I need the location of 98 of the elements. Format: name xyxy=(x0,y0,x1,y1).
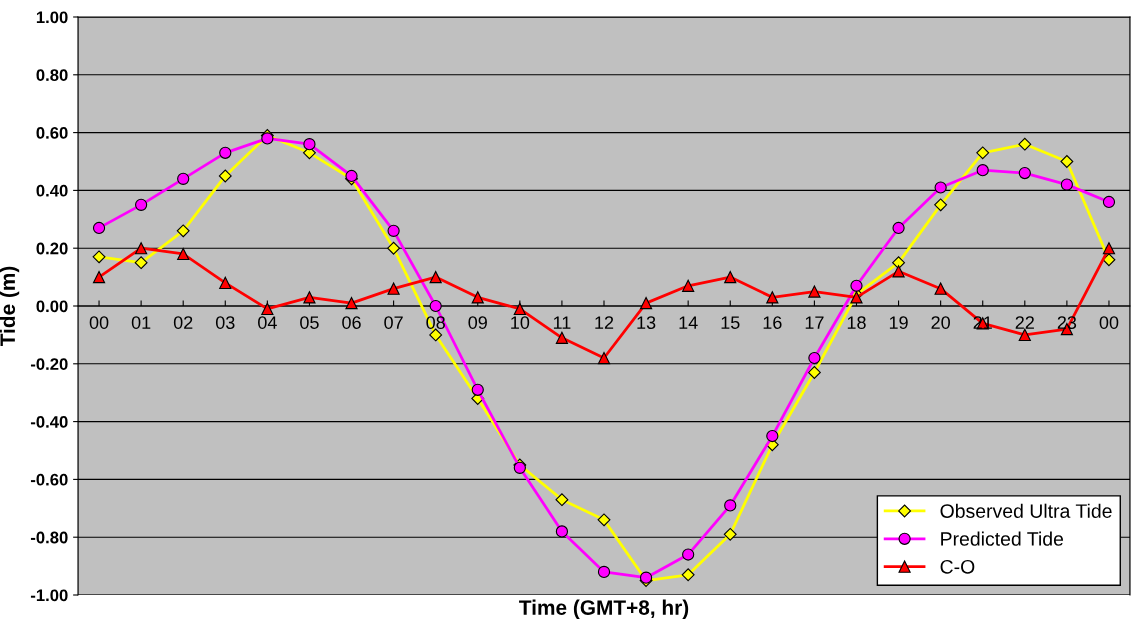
point xyxy=(555,493,569,507)
x-tick-label: 16 xyxy=(763,316,782,329)
point xyxy=(429,270,442,284)
x-tick-label: 01 xyxy=(131,316,151,329)
point xyxy=(892,221,905,235)
point xyxy=(219,146,232,159)
point xyxy=(807,366,821,379)
x-tick-label: 19 xyxy=(889,316,908,329)
point xyxy=(766,429,779,443)
point xyxy=(92,270,106,284)
point xyxy=(934,198,948,212)
point xyxy=(513,302,526,316)
y-tick-label: -0.80 xyxy=(30,531,68,544)
point xyxy=(135,242,148,255)
point xyxy=(1018,166,1031,180)
point xyxy=(934,181,947,194)
point xyxy=(429,328,443,342)
point xyxy=(429,299,442,313)
point xyxy=(303,138,316,151)
x-tick-label: 11 xyxy=(553,316,571,329)
x-tick-label: 18 xyxy=(847,316,866,329)
point xyxy=(724,499,737,512)
point xyxy=(808,351,821,365)
x-tick-label: 04 xyxy=(258,316,277,329)
point xyxy=(261,302,274,316)
y-tick-label: -1.00 xyxy=(30,589,68,602)
y-tick-label: -0.40 xyxy=(30,416,68,428)
legend-label: Observed Ultra Tide xyxy=(940,503,1112,518)
x-tick-label: 13 xyxy=(637,316,656,329)
x-tick-label: 07 xyxy=(384,316,403,329)
point xyxy=(1102,253,1116,267)
point xyxy=(1102,195,1116,209)
point xyxy=(639,296,653,310)
x-tick-label: 05 xyxy=(300,316,319,329)
point xyxy=(976,146,990,160)
point xyxy=(1060,155,1074,168)
point xyxy=(597,351,611,365)
point xyxy=(1102,242,1116,255)
point xyxy=(597,513,611,527)
point xyxy=(345,296,358,310)
point xyxy=(850,279,863,292)
x-tick-label: 17 xyxy=(805,316,824,329)
point xyxy=(471,291,484,304)
point xyxy=(934,282,947,295)
y-tick-label: 0.60 xyxy=(36,127,68,139)
x-tick-label: 09 xyxy=(468,316,487,329)
point xyxy=(387,282,400,295)
point xyxy=(682,548,695,561)
point xyxy=(682,279,695,292)
y-tick-label: 1.00 xyxy=(36,11,68,24)
y-tick-label: -0.20 xyxy=(30,358,68,370)
point xyxy=(471,383,484,396)
point xyxy=(1060,178,1073,191)
x-tick-label: 22 xyxy=(1015,316,1034,329)
x-tick-label: 02 xyxy=(173,316,193,329)
x-tick-label: 00 xyxy=(89,316,109,329)
point xyxy=(176,224,190,238)
y-axis-title: Tide (m) xyxy=(0,266,20,347)
point xyxy=(723,527,737,541)
point xyxy=(597,565,611,578)
x-tick-label: 06 xyxy=(342,316,361,329)
point xyxy=(387,241,401,255)
x-tick-label: 12 xyxy=(595,316,614,329)
x-axis-title: Time (GMT+8, hr) xyxy=(519,599,689,620)
point xyxy=(1018,328,1031,342)
y-tick-label: 0.80 xyxy=(36,69,68,81)
point xyxy=(177,172,190,185)
point xyxy=(724,270,737,284)
x-tick-label: 03 xyxy=(215,316,235,329)
x-tick-label: 00 xyxy=(1099,316,1119,329)
point xyxy=(219,276,232,289)
y-tick-label: 0.00 xyxy=(36,300,68,313)
x-tick-label: 20 xyxy=(931,316,950,329)
point xyxy=(303,291,316,304)
legend-label: C-O xyxy=(940,559,975,574)
x-tick-label: 15 xyxy=(721,316,740,329)
y-tick-label: 0.40 xyxy=(36,184,68,197)
point xyxy=(555,525,569,538)
point xyxy=(387,224,400,237)
point xyxy=(1018,137,1032,151)
point xyxy=(766,291,779,304)
y-tick-label: -0.60 xyxy=(30,473,68,486)
point xyxy=(976,164,989,177)
point xyxy=(134,256,148,270)
x-tick-label: 14 xyxy=(679,316,698,329)
point xyxy=(850,291,863,304)
point xyxy=(92,250,106,264)
point xyxy=(808,285,821,298)
x-tick-label: 10 xyxy=(511,316,530,329)
legend-label: Predicted Tide xyxy=(941,531,1064,546)
point xyxy=(218,169,232,183)
point xyxy=(177,247,190,261)
y-tick-label: 0.20 xyxy=(36,242,68,255)
point xyxy=(892,265,905,278)
point xyxy=(92,221,106,235)
point xyxy=(135,198,148,211)
point xyxy=(555,331,569,344)
point xyxy=(681,568,695,582)
